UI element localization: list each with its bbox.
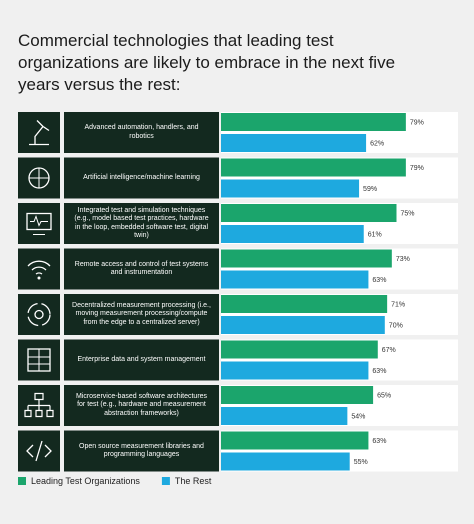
value-label: 62% bbox=[370, 140, 384, 147]
icon-box bbox=[18, 248, 60, 290]
category-label-box: Remote access and control of test system… bbox=[74, 260, 209, 277]
legend-label: The Rest bbox=[175, 476, 212, 486]
label-box bbox=[64, 430, 219, 472]
value-label: 79% bbox=[410, 165, 424, 172]
label-box bbox=[64, 112, 219, 153]
bar bbox=[221, 340, 378, 359]
category-label: Remote access and control of test system… bbox=[74, 260, 209, 277]
bar bbox=[221, 179, 360, 198]
bar bbox=[221, 158, 406, 177]
icon-box bbox=[18, 203, 60, 244]
bar bbox=[221, 452, 350, 471]
bar bbox=[221, 113, 406, 131]
value-label: 67% bbox=[382, 347, 396, 354]
icon bbox=[29, 168, 49, 188]
legend-swatch bbox=[161, 477, 170, 485]
legend-label: Leading Test Organizations bbox=[31, 476, 140, 486]
bar bbox=[221, 316, 385, 334]
bar bbox=[221, 204, 397, 222]
icon bbox=[26, 212, 52, 231]
label-box bbox=[64, 339, 219, 381]
value-label: 73% bbox=[396, 256, 410, 263]
category-label-box: Decentralized measurement processing (i.… bbox=[72, 301, 211, 326]
chart-title: Commercial technologies that leading tes… bbox=[18, 31, 396, 94]
category-label: Artificial intelligence/machine learning bbox=[83, 173, 200, 181]
category-label: Open source measurement libraries and pr… bbox=[79, 442, 204, 459]
label-box bbox=[64, 203, 219, 244]
bar bbox=[221, 295, 388, 313]
icon bbox=[24, 392, 54, 418]
value-label: 79% bbox=[410, 119, 424, 126]
label-box bbox=[64, 248, 219, 290]
icon bbox=[37, 276, 41, 280]
legend-swatch bbox=[18, 477, 26, 485]
bar bbox=[221, 249, 392, 268]
bar bbox=[221, 134, 367, 152]
value-label: 54% bbox=[351, 413, 365, 420]
category-label-box: Integrated test and simulation technique… bbox=[74, 206, 209, 240]
category-label-box: Artificial intelligence/machine learning bbox=[83, 173, 200, 181]
category-label: Decentralized measurement processing (i.… bbox=[72, 301, 211, 326]
label-box bbox=[64, 385, 219, 426]
icon bbox=[29, 120, 50, 146]
icon bbox=[27, 260, 51, 275]
bar bbox=[221, 431, 369, 450]
category-label-box: Open source measurement libraries and pr… bbox=[79, 442, 204, 459]
bar bbox=[221, 361, 369, 380]
icon bbox=[27, 260, 51, 280]
icon bbox=[26, 212, 52, 235]
category-label: Enterprise data and system management bbox=[77, 355, 206, 363]
category-label: Microservice-based software architecture… bbox=[75, 392, 208, 417]
value-label: 63% bbox=[372, 438, 386, 445]
value-label: 55% bbox=[354, 459, 368, 466]
value-label: 59% bbox=[363, 186, 377, 193]
icon bbox=[29, 120, 50, 146]
category-label-box: Microservice-based software architecture… bbox=[75, 392, 208, 417]
value-label: 63% bbox=[372, 368, 386, 375]
icon bbox=[28, 167, 50, 189]
icon bbox=[27, 302, 51, 327]
value-label: 75% bbox=[401, 210, 415, 217]
category-label: Advanced automation, handlers, and robot… bbox=[84, 124, 199, 140]
category-label-box: Enterprise data and system management bbox=[77, 355, 206, 363]
value-label: 71% bbox=[391, 301, 405, 308]
icon bbox=[30, 215, 48, 235]
icon bbox=[34, 309, 44, 320]
bar bbox=[221, 270, 369, 289]
value-label: 61% bbox=[368, 231, 382, 238]
icon-box bbox=[18, 294, 60, 335]
value-label: 65% bbox=[377, 392, 391, 399]
category-label: Integrated test and simulation technique… bbox=[74, 206, 209, 240]
bar bbox=[221, 386, 374, 404]
bar bbox=[221, 225, 364, 243]
category-label-box: Advanced automation, handlers, and robot… bbox=[84, 124, 199, 140]
icon bbox=[28, 349, 50, 371]
icon bbox=[26, 440, 52, 462]
bar bbox=[221, 407, 348, 425]
icon bbox=[27, 348, 51, 372]
value-label: 70% bbox=[389, 322, 403, 329]
icon bbox=[24, 392, 54, 418]
label-box bbox=[64, 294, 219, 335]
label-box bbox=[64, 157, 219, 199]
icon bbox=[26, 440, 52, 462]
value-label: 63% bbox=[372, 277, 386, 284]
icon bbox=[27, 302, 51, 327]
